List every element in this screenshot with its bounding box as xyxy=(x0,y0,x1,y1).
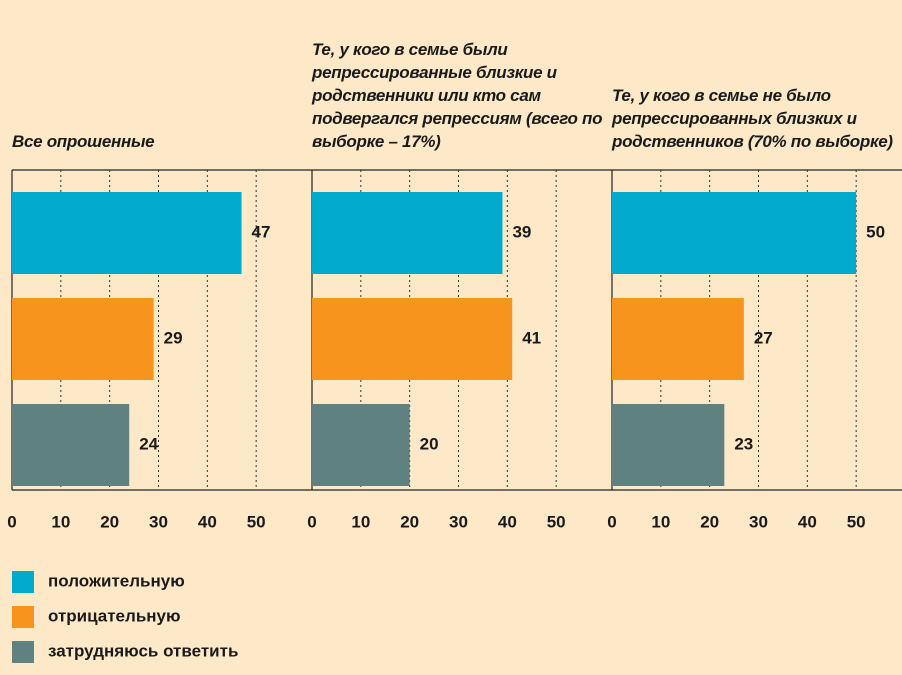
x-tick-label: 50 xyxy=(847,512,866,531)
bar xyxy=(312,404,410,486)
x-tick-label: 0 xyxy=(307,512,316,531)
panel-title: Те, у кого в семье не было репрессирован… xyxy=(612,86,893,151)
x-tick-label: 20 xyxy=(700,512,719,531)
value-label: 39 xyxy=(512,222,531,241)
bar xyxy=(612,404,725,486)
value-label: 41 xyxy=(522,328,541,347)
legend-label: затрудняюсь ответить xyxy=(48,641,238,660)
bar xyxy=(612,298,744,380)
value-label: 23 xyxy=(734,434,753,453)
x-tick-label: 30 xyxy=(749,512,768,531)
value-label: 47 xyxy=(252,222,271,241)
x-tick-label: 30 xyxy=(449,512,468,531)
legend-label: положительную xyxy=(48,571,185,590)
x-tick-label: 20 xyxy=(400,512,419,531)
value-label: 29 xyxy=(164,328,183,347)
x-tick-label: 20 xyxy=(100,512,119,531)
legend-swatch xyxy=(12,606,34,628)
panel-title: Все опрошенные xyxy=(12,132,155,151)
panel-title: Те, у кого в семье были репрессированные… xyxy=(312,40,603,151)
legend-swatch xyxy=(12,571,34,593)
value-label: 27 xyxy=(754,328,773,347)
bar xyxy=(312,298,513,380)
x-tick-label: 50 xyxy=(547,512,566,531)
x-tick-label: 40 xyxy=(798,512,817,531)
x-tick-label: 0 xyxy=(607,512,616,531)
x-tick-label: 40 xyxy=(198,512,217,531)
x-tick-label: 0 xyxy=(7,512,16,531)
value-label: 20 xyxy=(420,434,439,453)
bar xyxy=(312,192,503,274)
bar xyxy=(12,298,154,380)
x-tick-label: 10 xyxy=(51,512,70,531)
legend-swatch xyxy=(12,641,34,663)
bar xyxy=(12,404,130,486)
x-tick-label: 50 xyxy=(247,512,266,531)
x-tick-label: 10 xyxy=(351,512,370,531)
bar xyxy=(12,192,242,274)
x-tick-label: 10 xyxy=(651,512,670,531)
value-label: 24 xyxy=(139,434,158,453)
bar xyxy=(612,192,857,274)
x-tick-label: 40 xyxy=(498,512,517,531)
x-tick-label: 30 xyxy=(149,512,168,531)
value-label: 50 xyxy=(866,222,885,241)
legend-label: отрицательную xyxy=(48,606,181,625)
